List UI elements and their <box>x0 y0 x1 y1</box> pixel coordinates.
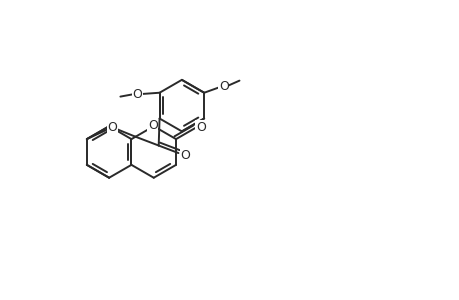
Text: O: O <box>218 80 228 93</box>
Text: O: O <box>147 119 157 132</box>
Text: O: O <box>196 121 206 134</box>
Text: O: O <box>107 121 117 134</box>
Text: O: O <box>180 148 190 161</box>
Text: O: O <box>132 88 142 100</box>
